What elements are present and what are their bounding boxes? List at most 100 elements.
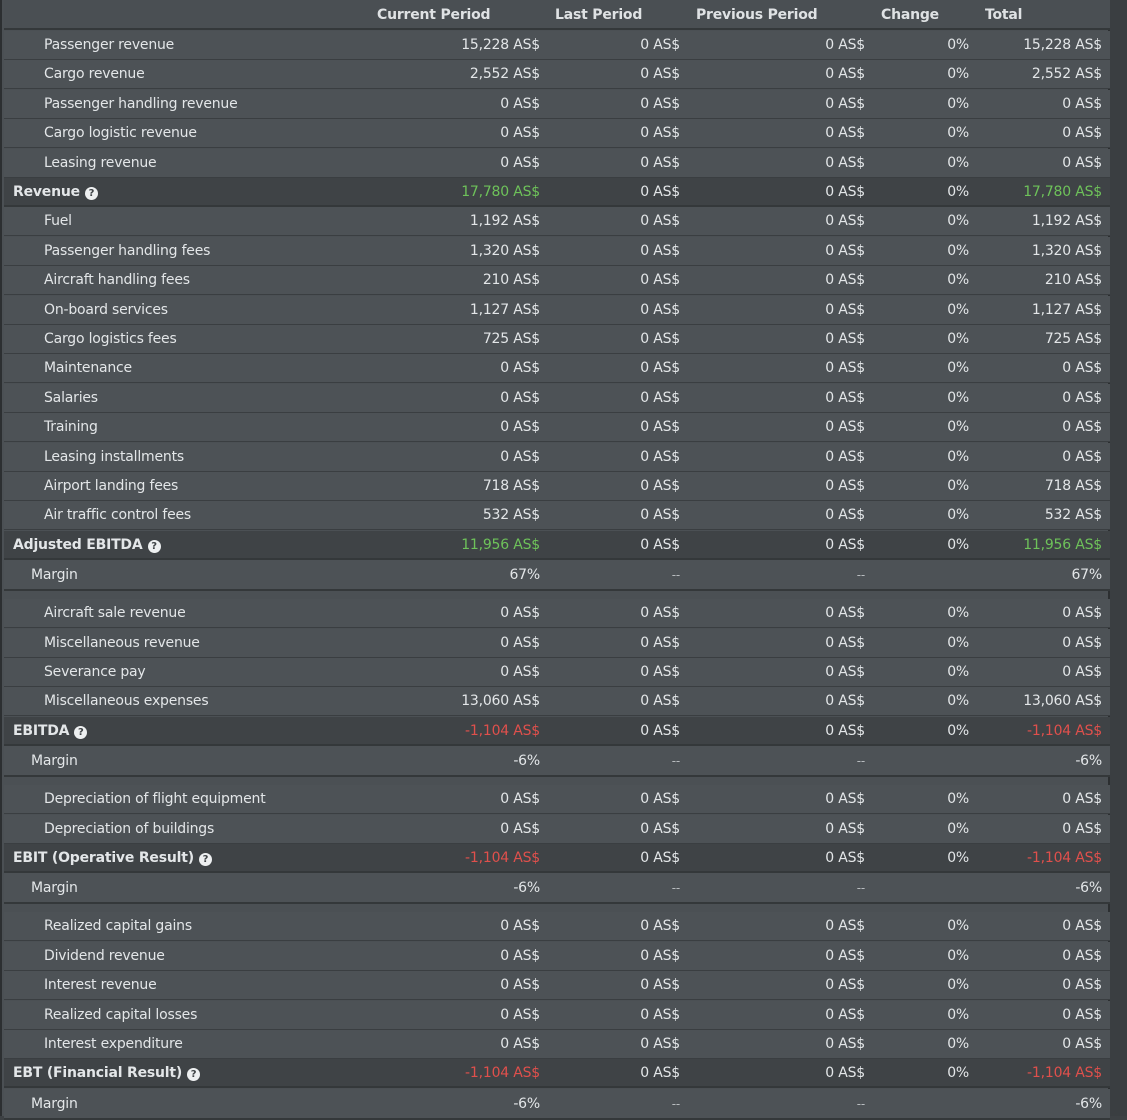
previous-period-value: 0 AS$ <box>825 37 865 53</box>
last-period-value: 0 AS$ <box>640 213 680 229</box>
column-header-last-period[interactable]: Last Period <box>555 7 643 23</box>
current-period-value: 2,552 AS$ <box>469 66 540 82</box>
last-period-value: 0 AS$ <box>640 243 680 259</box>
change-value: 0% <box>947 96 969 112</box>
row-label: Margin <box>31 560 78 591</box>
last-period-value: 0 AS$ <box>640 948 680 964</box>
subtotal-row: Adjusted EBITDA? 11,956 AS$ 0 AS$ 0 AS$ 0% 11… <box>4 531 1110 560</box>
previous-period-value: 0 AS$ <box>825 1007 865 1023</box>
column-header-previous-period[interactable]: Previous Period <box>696 7 818 23</box>
total-value: 17,780 AS$ <box>1023 184 1102 200</box>
total-value: -1,104 AS$ <box>1027 723 1102 739</box>
row-label: Aircraft handling fees <box>44 266 190 295</box>
column-header-total[interactable]: Total <box>985 7 1023 23</box>
row-label-text: Margin <box>31 880 78 896</box>
change-value: 0% <box>947 331 969 347</box>
row-label-text: Cargo revenue <box>44 66 145 82</box>
table-row: Passenger handling fees 1,320 AS$ 0 AS$ 0 A… <box>4 237 1110 266</box>
row-label: Severance pay <box>44 658 146 687</box>
previous-period-value: 0 AS$ <box>825 302 865 318</box>
row-label: Cargo revenue <box>44 60 145 89</box>
total-value: 2,552 AS$ <box>1031 66 1102 82</box>
current-period-value: 17,780 AS$ <box>461 184 540 200</box>
current-period-value: 0 AS$ <box>500 918 540 934</box>
row-label: Passenger handling fees <box>44 237 210 266</box>
last-period-value: 0 AS$ <box>640 1036 680 1052</box>
total-value: 13,060 AS$ <box>1023 693 1102 709</box>
current-period-value: 13,060 AS$ <box>461 693 540 709</box>
current-period-value: -1,104 AS$ <box>465 850 540 866</box>
total-value: 0 AS$ <box>1062 821 1102 837</box>
table-row: Interest revenue 0 AS$ 0 AS$ 0 AS$ 0% 0 AS$ <box>4 971 1110 1000</box>
last-period-value: 0 AS$ <box>640 791 680 807</box>
table-row: Depreciation of buildings 0 AS$ 0 AS$ 0 AS$… <box>4 815 1110 844</box>
table-row: Miscellaneous expenses 13,060 AS$ 0 AS$ 0 A… <box>4 687 1110 716</box>
help-icon[interactable]: ? <box>147 540 161 553</box>
help-icon[interactable]: ? <box>84 187 98 200</box>
last-period-value: 0 AS$ <box>640 664 680 680</box>
last-period-value: 0 AS$ <box>640 1007 680 1023</box>
change-value: 0% <box>947 272 969 288</box>
total-value: -1,104 AS$ <box>1027 1065 1102 1081</box>
current-period-value: 0 AS$ <box>500 821 540 837</box>
row-label-text: Miscellaneous revenue <box>44 635 200 651</box>
last-period-value: 0 AS$ <box>640 449 680 465</box>
total-value: 0 AS$ <box>1062 664 1102 680</box>
row-label: Interest revenue <box>44 971 157 1000</box>
change-value: 0% <box>947 213 969 229</box>
table-row: Severance pay 0 AS$ 0 AS$ 0 AS$ 0% 0 AS$ <box>4 658 1110 687</box>
last-period-value: 0 AS$ <box>640 360 680 376</box>
table-row: Air traffic control fees 532 AS$ 0 AS$ 0 AS… <box>4 501 1110 530</box>
current-period-value: 11,956 AS$ <box>461 537 540 553</box>
total-value: 0 AS$ <box>1062 155 1102 171</box>
row-label-text: EBIT (Operative Result) <box>13 850 194 866</box>
help-icon[interactable]: ? <box>198 853 212 866</box>
table-row: Cargo logistic revenue 0 AS$ 0 AS$ 0 AS$ 0% 0… <box>4 119 1110 148</box>
change-value: 0% <box>947 977 969 993</box>
last-period-value: 0 AS$ <box>640 537 680 553</box>
row-label: Maintenance <box>44 354 132 383</box>
current-period-value: 1,320 AS$ <box>469 243 540 259</box>
previous-period-value: 0 AS$ <box>825 360 865 376</box>
change-value: 0% <box>947 125 969 141</box>
table-row: Fuel 1,192 AS$ 0 AS$ 0 AS$ 0% 1,192 AS$ <box>4 207 1110 236</box>
help-icon[interactable]: ? <box>74 726 88 739</box>
scroll-gutter <box>1110 0 1127 1116</box>
change-value: 0% <box>947 635 969 651</box>
help-icon[interactable]: ? <box>187 1068 201 1081</box>
change-value: 0% <box>947 918 969 934</box>
total-value: -1,104 AS$ <box>1027 850 1102 866</box>
last-period-value: 0 AS$ <box>640 66 680 82</box>
current-period-value: 1,127 AS$ <box>469 302 540 318</box>
row-label: Air traffic control fees <box>44 501 191 530</box>
last-period-value: 0 AS$ <box>640 302 680 318</box>
table-row: Passenger revenue 15,228 AS$ 0 AS$ 0 AS$ 0% 1… <box>4 31 1110 60</box>
last-period-value: 0 AS$ <box>640 918 680 934</box>
table-row: Cargo revenue 2,552 AS$ 0 AS$ 0 AS$ 0% 2,552 … <box>4 60 1110 89</box>
change-value: 0% <box>947 723 969 739</box>
total-value: 0 AS$ <box>1062 449 1102 465</box>
current-period-value: 1,192 AS$ <box>469 213 540 229</box>
total-value: 0 AS$ <box>1062 419 1102 435</box>
last-period-value: -- <box>671 754 680 768</box>
column-header-change[interactable]: Change <box>881 7 939 23</box>
last-period-value: 0 AS$ <box>640 635 680 651</box>
total-value: -6% <box>1075 880 1102 896</box>
column-header-current-period[interactable]: Current Period <box>377 7 491 23</box>
row-label-text: Passenger handling fees <box>44 243 211 259</box>
row-label: EBIT (Operative Result)? <box>13 844 212 873</box>
margin-row: Margin -6% -- -- -6% <box>4 873 1110 904</box>
table-row: Maintenance 0 AS$ 0 AS$ 0 AS$ 0% 0 AS$ <box>4 354 1110 383</box>
row-label: Training <box>44 413 98 442</box>
last-period-value: 0 AS$ <box>640 390 680 406</box>
row-label-text: Realized capital gains <box>44 918 192 934</box>
previous-period-value: 0 AS$ <box>825 605 865 621</box>
last-period-value: 0 AS$ <box>640 821 680 837</box>
row-label-text: Interest revenue <box>44 977 157 993</box>
row-label: Miscellaneous revenue <box>44 629 200 658</box>
previous-period-value: 0 AS$ <box>825 723 865 739</box>
row-label-text: Salaries <box>44 390 98 406</box>
change-value: 0% <box>947 66 969 82</box>
change-value: 0% <box>947 155 969 171</box>
row-label-text: Airport landing fees <box>44 478 179 494</box>
